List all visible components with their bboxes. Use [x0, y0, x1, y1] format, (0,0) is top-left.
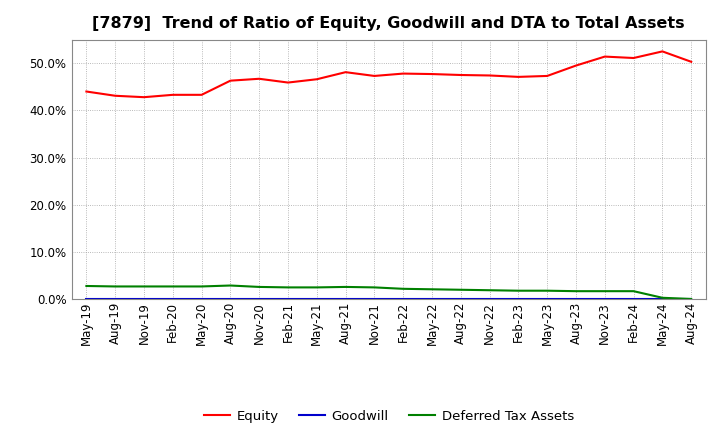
- Deferred Tax Assets: [370, 285, 379, 290]
- Deferred Tax Assets: [284, 285, 292, 290]
- Equity: [255, 76, 264, 81]
- Equity: [600, 54, 609, 59]
- Line: Deferred Tax Assets: Deferred Tax Assets: [86, 286, 691, 299]
- Deferred Tax Assets: [197, 284, 206, 289]
- Equity: [485, 73, 494, 78]
- Goodwill: [543, 296, 552, 301]
- Equity: [168, 92, 177, 98]
- Equity: [82, 89, 91, 94]
- Goodwill: [284, 296, 292, 301]
- Deferred Tax Assets: [140, 284, 148, 289]
- Equity: [370, 73, 379, 79]
- Equity: [514, 74, 523, 80]
- Equity: [629, 55, 638, 61]
- Goodwill: [312, 296, 321, 301]
- Equity: [140, 95, 148, 100]
- Goodwill: [485, 296, 494, 301]
- Deferred Tax Assets: [514, 288, 523, 293]
- Equity: [428, 71, 436, 77]
- Deferred Tax Assets: [82, 283, 91, 289]
- Equity: [456, 72, 465, 77]
- Deferred Tax Assets: [168, 284, 177, 289]
- Equity: [687, 59, 696, 64]
- Equity: [543, 73, 552, 79]
- Goodwill: [255, 296, 264, 301]
- Equity: [312, 77, 321, 82]
- Goodwill: [687, 296, 696, 301]
- Equity: [197, 92, 206, 98]
- Equity: [284, 80, 292, 85]
- Deferred Tax Assets: [600, 289, 609, 294]
- Equity: [341, 70, 350, 75]
- Deferred Tax Assets: [226, 283, 235, 288]
- Deferred Tax Assets: [428, 286, 436, 292]
- Title: [7879]  Trend of Ratio of Equity, Goodwill and DTA to Total Assets: [7879] Trend of Ratio of Equity, Goodwil…: [92, 16, 685, 32]
- Goodwill: [111, 296, 120, 301]
- Deferred Tax Assets: [543, 288, 552, 293]
- Deferred Tax Assets: [456, 287, 465, 293]
- Goodwill: [629, 296, 638, 301]
- Goodwill: [572, 296, 580, 301]
- Deferred Tax Assets: [629, 289, 638, 294]
- Goodwill: [600, 296, 609, 301]
- Goodwill: [82, 296, 91, 301]
- Goodwill: [370, 296, 379, 301]
- Goodwill: [428, 296, 436, 301]
- Goodwill: [197, 296, 206, 301]
- Legend: Equity, Goodwill, Deferred Tax Assets: Equity, Goodwill, Deferred Tax Assets: [199, 404, 579, 428]
- Deferred Tax Assets: [312, 285, 321, 290]
- Goodwill: [399, 296, 408, 301]
- Goodwill: [658, 296, 667, 301]
- Deferred Tax Assets: [572, 289, 580, 294]
- Goodwill: [341, 296, 350, 301]
- Deferred Tax Assets: [255, 284, 264, 290]
- Goodwill: [514, 296, 523, 301]
- Equity: [658, 49, 667, 54]
- Goodwill: [226, 296, 235, 301]
- Equity: [111, 93, 120, 99]
- Deferred Tax Assets: [687, 296, 696, 301]
- Goodwill: [140, 296, 148, 301]
- Deferred Tax Assets: [658, 295, 667, 301]
- Deferred Tax Assets: [485, 288, 494, 293]
- Deferred Tax Assets: [111, 284, 120, 289]
- Goodwill: [168, 296, 177, 301]
- Equity: [572, 63, 580, 68]
- Goodwill: [456, 296, 465, 301]
- Deferred Tax Assets: [341, 284, 350, 290]
- Equity: [226, 78, 235, 83]
- Deferred Tax Assets: [399, 286, 408, 291]
- Equity: [399, 71, 408, 76]
- Line: Equity: Equity: [86, 51, 691, 97]
